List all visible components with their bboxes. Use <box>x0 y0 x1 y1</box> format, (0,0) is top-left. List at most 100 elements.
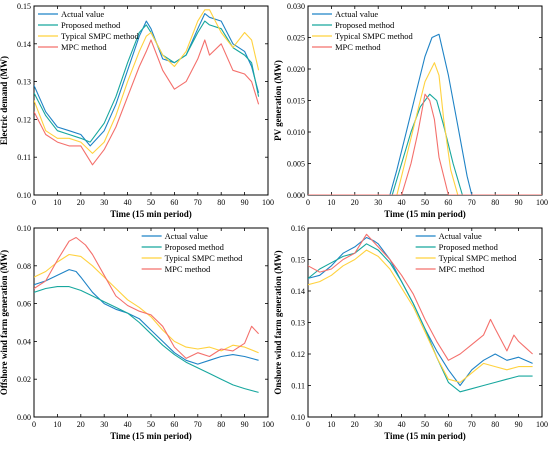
legend-label: Proposed method <box>165 242 225 252</box>
y-tick-label: 0.08 <box>17 262 31 271</box>
series-line-proposed <box>308 93 542 195</box>
y-tick-label: 0.015 <box>287 97 305 106</box>
y-tick-label: 0.005 <box>287 160 305 169</box>
x-tick-label: 70 <box>194 198 202 207</box>
x-tick-label: 20 <box>77 198 85 207</box>
x-tick-label: 10 <box>327 420 335 429</box>
x-tick-label: 40 <box>124 420 132 429</box>
x-tick-label: 0 <box>32 198 36 207</box>
y-tick-label: 0.030 <box>287 2 305 11</box>
legend-label: Typical SMPC method <box>335 31 414 41</box>
y-tick-label: 0.11 <box>291 382 305 391</box>
x-tick-label: 90 <box>515 420 523 429</box>
x-axis-label: Time (15 min period) <box>384 209 466 219</box>
x-axis-label: Time (15 min period) <box>110 431 192 441</box>
x-tick-label: 20 <box>77 420 85 429</box>
legend-label: Proposed method <box>439 242 499 252</box>
x-tick-label: 70 <box>468 420 476 429</box>
series-line-actual <box>34 269 259 365</box>
y-tick-label: 0.12 <box>291 350 305 359</box>
x-tick-label: 30 <box>100 198 108 207</box>
x-tick-label: 0 <box>32 420 36 429</box>
y-tick-label: 0.12 <box>17 115 31 124</box>
y-axis-label: Offshore wind farm generation (MW) <box>0 250 9 395</box>
series-line-mpc <box>34 39 260 166</box>
series-line-mpc <box>34 236 260 359</box>
legend-label: Proposed method <box>335 20 395 30</box>
x-tick-label: 30 <box>374 420 382 429</box>
x-tick-label: 90 <box>241 420 249 429</box>
y-axis-label: PV generation (MW) <box>273 60 283 141</box>
y-tick-label: 0.10 <box>291 413 305 422</box>
legend-label: MPC method <box>439 264 485 274</box>
x-tick-label: 0 <box>306 420 310 429</box>
legend-label: Actual value <box>61 9 104 19</box>
x-tick-label: 20 <box>351 198 359 207</box>
series-group <box>34 9 260 166</box>
legend-label: Actual value <box>335 9 378 19</box>
x-tick-label: 70 <box>468 198 476 207</box>
series-line-actual <box>308 33 542 195</box>
x-tick-label: 50 <box>421 198 429 207</box>
x-tick-label: 50 <box>147 198 155 207</box>
x-tick-label: 30 <box>374 198 382 207</box>
x-tick-label: 100 <box>536 420 548 429</box>
series-group <box>308 33 542 195</box>
x-tick-label: 80 <box>217 198 225 207</box>
legend-label: Actual value <box>165 231 208 241</box>
y-tick-label: 0.02 <box>17 375 31 384</box>
chart-panel-2: 0 10 20 30 40 50 60 70 80 90 100 0.000 0.005 0.010 0.0… <box>273 2 548 219</box>
x-tick-label: 50 <box>147 420 155 429</box>
chart-panel-1: 0 10 20 30 40 50 60 70 80 90 100 0.10 0.11 0.12 0.13 0.… <box>0 2 274 219</box>
x-tick-label: 60 <box>170 420 178 429</box>
x-tick-label: 90 <box>515 198 523 207</box>
series-line-proposed <box>34 286 259 393</box>
legend-label: Typical SMPC method <box>61 31 140 41</box>
y-tick-label: 0.13 <box>291 319 305 328</box>
x-tick-label: 10 <box>53 420 61 429</box>
x-tick-label: 60 <box>170 198 178 207</box>
x-tick-label: 100 <box>536 198 548 207</box>
chart-panel-3: 0 10 20 30 40 50 60 70 80 90 100 0.00 0.02 0.04 0.06 0.… <box>0 224 274 441</box>
y-tick-label: 0.000 <box>287 191 305 200</box>
x-tick-label: 30 <box>100 420 108 429</box>
y-tick-label: 0.15 <box>291 256 305 265</box>
x-tick-label: 80 <box>491 198 499 207</box>
series-line-actual <box>34 13 260 147</box>
x-axis-label: Time (15 min period) <box>110 209 192 219</box>
x-tick-label: 20 <box>351 420 359 429</box>
y-tick-label: 0.10 <box>17 191 31 200</box>
y-tick-label: 0.13 <box>17 78 31 87</box>
series-line-smpc <box>308 62 542 195</box>
y-tick-label: 0.04 <box>17 337 31 346</box>
y-tick-label: 0.16 <box>291 224 305 233</box>
x-tick-label: 100 <box>262 420 274 429</box>
chart-panel-4: 0 10 20 30 40 50 60 70 80 90 100 0.10 0.11 0.12 0.13 0.… <box>273 224 548 441</box>
x-tick-label: 70 <box>194 420 202 429</box>
y-tick-label: 0.14 <box>17 40 31 49</box>
legend-label: Actual value <box>439 231 482 241</box>
x-tick-label: 40 <box>124 198 132 207</box>
series-line-mpc <box>308 93 542 195</box>
x-tick-label: 60 <box>444 198 452 207</box>
x-tick-label: 60 <box>444 420 452 429</box>
y-tick-label: 0.10 <box>17 224 31 233</box>
series-line-mpc <box>308 233 533 361</box>
series-line-smpc <box>34 9 260 154</box>
legend-label: MPC method <box>61 42 107 52</box>
legend-label: Typical SMPC method <box>439 253 518 263</box>
legend-label: Proposed method <box>61 20 121 30</box>
legend-label: MPC method <box>165 264 211 274</box>
x-tick-label: 100 <box>262 198 274 207</box>
x-tick-label: 10 <box>327 198 335 207</box>
y-tick-label: 0.010 <box>287 128 305 137</box>
series-group <box>308 233 533 393</box>
y-tick-label: 0.14 <box>291 287 305 296</box>
y-tick-label: 0.025 <box>287 34 305 43</box>
x-tick-label: 0 <box>306 198 310 207</box>
series-line-smpc <box>308 249 533 383</box>
legend-label: MPC method <box>335 42 381 52</box>
x-axis-label: Time (15 min period) <box>384 431 466 441</box>
x-tick-label: 80 <box>217 420 225 429</box>
x-tick-label: 80 <box>491 420 499 429</box>
